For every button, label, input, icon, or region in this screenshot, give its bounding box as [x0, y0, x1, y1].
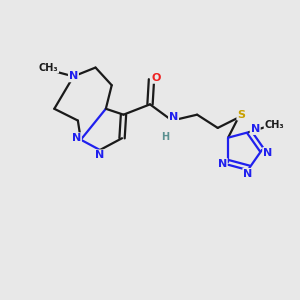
Text: O: O: [151, 73, 160, 83]
Text: N: N: [72, 133, 81, 143]
Text: N: N: [69, 71, 78, 81]
Text: S: S: [237, 110, 245, 120]
Text: N: N: [95, 150, 105, 160]
Text: CH₃: CH₃: [39, 63, 58, 73]
Text: N: N: [250, 124, 260, 134]
Text: CH₃: CH₃: [265, 120, 284, 130]
Text: H: H: [161, 132, 169, 142]
Text: N: N: [263, 148, 272, 158]
Text: N: N: [243, 169, 252, 179]
Text: N: N: [169, 112, 178, 122]
Text: N: N: [218, 159, 227, 169]
